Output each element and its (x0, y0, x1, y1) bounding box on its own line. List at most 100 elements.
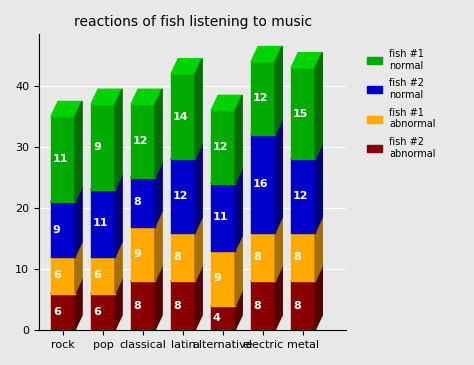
Bar (131, 281, 155, 330)
Text: 9: 9 (133, 249, 141, 259)
Polygon shape (131, 89, 162, 104)
Text: 14: 14 (173, 112, 189, 122)
Polygon shape (251, 120, 282, 135)
Polygon shape (171, 59, 202, 74)
Polygon shape (251, 266, 282, 281)
Polygon shape (235, 236, 242, 306)
Text: 15: 15 (293, 109, 309, 119)
Bar (51, 294, 75, 330)
Text: 8: 8 (293, 252, 301, 262)
Text: 8: 8 (293, 301, 301, 311)
Bar (251, 135, 275, 233)
Text: 6: 6 (53, 307, 61, 317)
Polygon shape (115, 278, 122, 330)
Polygon shape (171, 218, 202, 233)
Text: 11: 11 (93, 219, 109, 228)
Text: 8: 8 (133, 301, 141, 311)
Bar (91, 190, 115, 257)
Polygon shape (275, 266, 282, 330)
Polygon shape (275, 218, 282, 281)
Bar (51, 117, 75, 202)
Bar (291, 281, 315, 330)
Text: 6: 6 (93, 307, 101, 317)
Bar (211, 184, 235, 251)
Bar (291, 160, 315, 233)
Polygon shape (91, 175, 122, 190)
Polygon shape (75, 278, 82, 330)
Polygon shape (75, 242, 82, 294)
Bar (131, 227, 155, 281)
Polygon shape (211, 291, 242, 306)
Polygon shape (131, 266, 162, 281)
Text: 11: 11 (213, 212, 228, 222)
Bar (91, 104, 115, 190)
Text: 9: 9 (53, 224, 61, 235)
Text: 12: 12 (133, 136, 148, 146)
Bar (251, 62, 275, 135)
Polygon shape (51, 187, 82, 202)
Polygon shape (91, 278, 122, 294)
Polygon shape (235, 95, 242, 184)
Polygon shape (51, 101, 82, 117)
Polygon shape (155, 162, 162, 227)
Bar (211, 251, 235, 306)
Polygon shape (315, 266, 322, 330)
Polygon shape (155, 266, 162, 330)
Text: 12: 12 (253, 93, 269, 103)
Bar (91, 294, 115, 330)
Polygon shape (91, 89, 122, 104)
Polygon shape (195, 266, 202, 330)
Bar (51, 257, 75, 294)
Text: 6: 6 (93, 270, 101, 280)
Polygon shape (251, 218, 282, 233)
Polygon shape (211, 95, 242, 111)
Bar (171, 74, 195, 160)
Polygon shape (315, 53, 322, 160)
Text: 9: 9 (213, 273, 221, 283)
Text: 8: 8 (173, 301, 181, 311)
Polygon shape (235, 169, 242, 251)
Polygon shape (195, 59, 202, 160)
Text: 12: 12 (293, 191, 309, 201)
Polygon shape (155, 89, 162, 178)
Text: 12: 12 (173, 191, 189, 201)
Text: 16: 16 (253, 179, 269, 189)
Polygon shape (131, 162, 162, 178)
Polygon shape (195, 218, 202, 281)
Bar (171, 233, 195, 281)
Bar (131, 178, 155, 227)
Bar (211, 111, 235, 184)
Text: 9: 9 (93, 142, 101, 152)
Polygon shape (115, 242, 122, 294)
Polygon shape (275, 120, 282, 233)
Polygon shape (171, 266, 202, 281)
Polygon shape (211, 236, 242, 251)
Legend: fish #1
normal, fish #2
normal, fish #1
abnormal, fish #2
abnormal: fish #1 normal, fish #2 normal, fish #1 … (363, 45, 440, 163)
Text: 8: 8 (253, 252, 261, 262)
Text: 4: 4 (213, 313, 221, 323)
Bar (131, 104, 155, 178)
Bar (51, 202, 75, 257)
Bar (291, 68, 315, 160)
Polygon shape (75, 101, 82, 202)
Bar (211, 306, 235, 330)
Polygon shape (275, 46, 282, 135)
Polygon shape (171, 144, 202, 160)
Text: 11: 11 (53, 154, 68, 164)
Polygon shape (291, 218, 322, 233)
Bar (291, 233, 315, 281)
Bar (251, 233, 275, 281)
Polygon shape (51, 242, 82, 257)
Polygon shape (291, 266, 322, 281)
Polygon shape (315, 144, 322, 233)
Text: 6: 6 (53, 270, 61, 280)
Polygon shape (115, 175, 122, 257)
Bar (171, 281, 195, 330)
Polygon shape (91, 242, 122, 257)
Polygon shape (251, 46, 282, 62)
Text: 8: 8 (173, 252, 181, 262)
Title: reactions of fish listening to music: reactions of fish listening to music (73, 15, 311, 29)
Bar (171, 160, 195, 233)
Text: 8: 8 (253, 301, 261, 311)
Polygon shape (291, 144, 322, 160)
